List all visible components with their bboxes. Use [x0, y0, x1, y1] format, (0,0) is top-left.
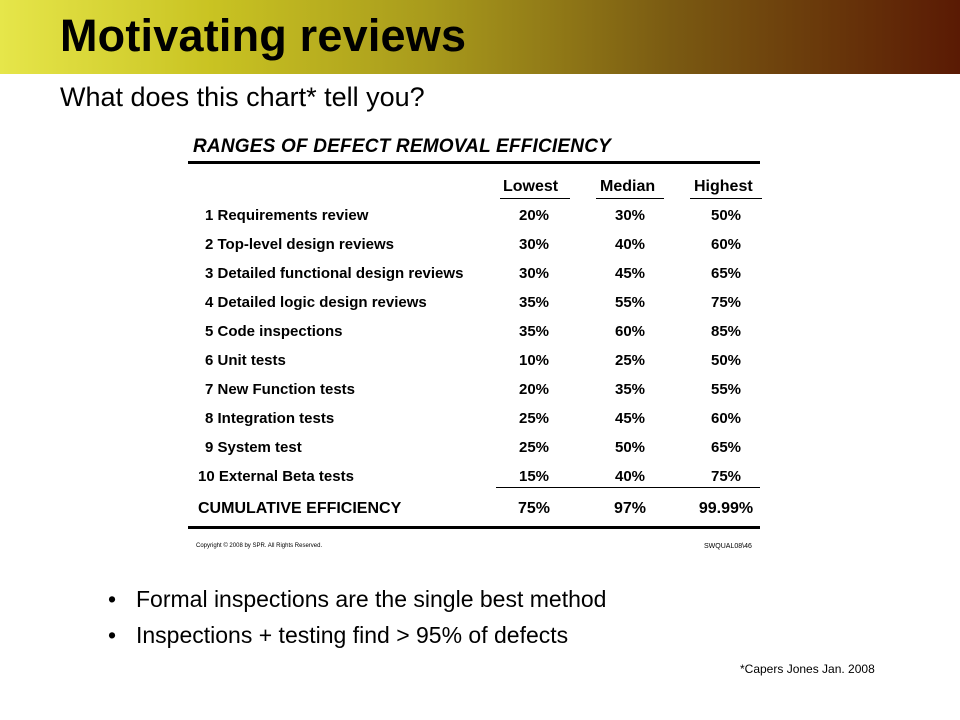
slide-title: Motivating reviews: [60, 10, 467, 61]
highest-value: 85%: [710, 323, 742, 340]
lowest-value: 35%: [518, 294, 550, 311]
table-top-rule: [188, 161, 760, 164]
copyright-note: Copyright © 2008 by SPR. All Rights Rese…: [196, 543, 323, 549]
bullet-item: • Inspections + testing find > 95% of de…: [108, 622, 606, 658]
row-label: 2 Top-level design reviews: [205, 236, 394, 253]
row-label: 7 New Function tests: [205, 381, 356, 398]
lowest-value: 30%: [518, 236, 550, 253]
column-underline: [690, 198, 762, 199]
totals-rule: [496, 487, 760, 488]
table-row: 2 Top-level design reviews 30% 40% 60%: [188, 236, 768, 265]
bullet-dot-icon: •: [108, 622, 117, 648]
cumulative-lowest: 75%: [517, 500, 551, 517]
defect-removal-table: RANGES OF DEFECT REMOVAL EFFICIENCY Lowe…: [188, 128, 768, 560]
median-value: 45%: [614, 410, 646, 427]
row-label: 8 Integration tests: [205, 410, 335, 427]
row-label: 5 Code inspections: [205, 323, 343, 340]
table-row: 7 New Function tests 20% 35% 55%: [188, 381, 768, 410]
row-label: 4 Detailed logic design reviews: [205, 294, 427, 311]
footnote: *Capers Jones Jan. 2008: [740, 662, 875, 676]
median-value: 40%: [614, 468, 646, 485]
table-row: 5 Code inspections 35% 60% 85%: [188, 323, 768, 352]
column-header-median: Median: [600, 178, 656, 195]
slide-subtitle: What does this chart* tell you?: [60, 82, 425, 112]
lowest-value: 35%: [518, 323, 550, 340]
table-row: 10 External Beta tests 15% 40% 75%: [188, 468, 768, 497]
bullet-text: Formal inspections are the single best m…: [136, 586, 607, 612]
highest-value: 55%: [710, 381, 742, 398]
highest-value: 50%: [710, 207, 742, 224]
title-bar: [0, 0, 960, 74]
median-value: 30%: [614, 207, 646, 224]
table-row: 8 Integration tests 25% 45% 60%: [188, 410, 768, 439]
column-header-highest: Highest: [694, 178, 753, 195]
table-bottom-rule: [188, 526, 760, 529]
median-value: 35%: [614, 381, 646, 398]
table-row: 4 Detailed logic design reviews 35% 55% …: [188, 294, 768, 323]
median-value: 55%: [614, 294, 646, 311]
lowest-value: 25%: [518, 439, 550, 456]
column-underline: [500, 198, 570, 199]
lowest-value: 20%: [518, 207, 550, 224]
highest-value: 65%: [710, 439, 742, 456]
median-value: 25%: [614, 352, 646, 369]
table-row: 3 Detailed functional design reviews 30%…: [188, 265, 768, 294]
highest-value: 60%: [710, 236, 742, 253]
lowest-value: 20%: [518, 381, 550, 398]
lowest-value: 10%: [518, 352, 550, 369]
highest-value: 60%: [710, 410, 742, 427]
table-row: 9 System test 25% 50% 65%: [188, 439, 768, 468]
median-value: 45%: [614, 265, 646, 282]
bullet-dot-icon: •: [108, 586, 117, 612]
highest-value: 65%: [710, 265, 742, 282]
lowest-value: 15%: [518, 468, 550, 485]
table-row: 6 Unit tests 10% 25% 50%: [188, 352, 768, 381]
column-underline: [596, 198, 664, 199]
highest-value: 75%: [710, 294, 742, 311]
lowest-value: 25%: [518, 410, 550, 427]
highest-value: 75%: [710, 468, 742, 485]
cumulative-label: CUMULATIVE EFFICIENCY: [198, 500, 402, 517]
row-label: 9 System test: [205, 439, 302, 456]
bullet-item: • Formal inspections are the single best…: [108, 586, 606, 622]
table-heading: RANGES OF DEFECT REMOVAL EFFICIENCY: [193, 136, 611, 157]
row-label: 10 External Beta tests: [198, 468, 354, 485]
row-label: 1 Requirements review: [205, 207, 369, 224]
bullet-text: Inspections + testing find > 95% of defe…: [136, 622, 569, 648]
row-label: 6 Unit tests: [205, 352, 286, 369]
highest-value: 50%: [710, 352, 742, 369]
lowest-value: 30%: [518, 265, 550, 282]
cumulative-highest: 99.99%: [698, 500, 754, 517]
median-value: 60%: [614, 323, 646, 340]
table-row: 1 Requirements review 20% 30% 50%: [188, 207, 768, 236]
cumulative-median: 97%: [613, 500, 647, 517]
bullet-list: • Formal inspections are the single best…: [108, 586, 606, 658]
row-label: 3 Detailed functional design reviews: [205, 265, 464, 282]
median-value: 40%: [614, 236, 646, 253]
median-value: 50%: [614, 439, 646, 456]
slide-code: SWQUAL08\46: [704, 543, 752, 550]
column-header-lowest: Lowest: [503, 178, 559, 195]
